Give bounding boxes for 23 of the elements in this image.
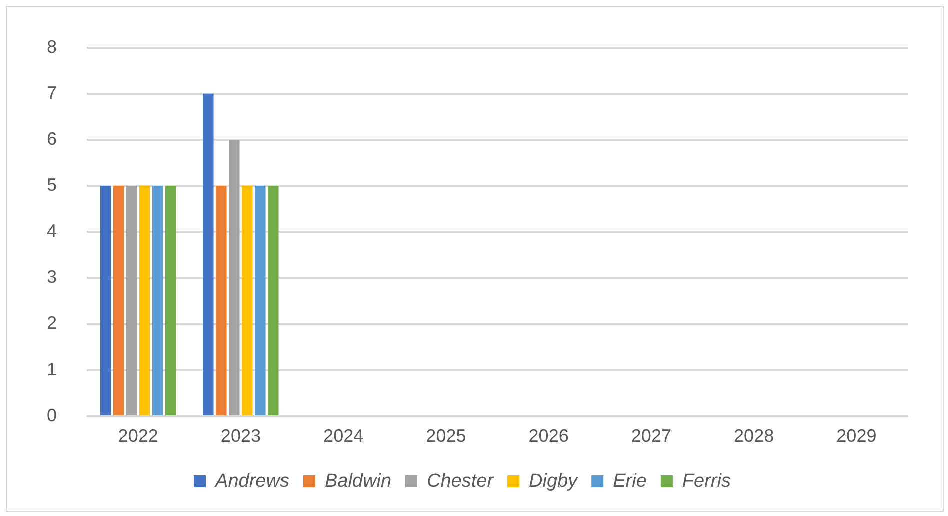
legend-label: Digby bbox=[529, 470, 580, 492]
y-tick-label: 8 bbox=[46, 36, 58, 57]
y-tick-label: 1 bbox=[46, 359, 58, 380]
legend-label: Chester bbox=[427, 470, 494, 492]
y-tick-label: 0 bbox=[46, 405, 58, 426]
x-tick-label: 2027 bbox=[631, 426, 672, 446]
x-tick-label: 2028 bbox=[734, 426, 774, 446]
x-tick-label: 2025 bbox=[426, 426, 466, 446]
y-tick-label: 3 bbox=[46, 267, 58, 288]
legend-label: Andrews bbox=[214, 470, 290, 492]
y-tick-label: 7 bbox=[46, 82, 58, 103]
y-tick-label: 2 bbox=[46, 313, 58, 334]
x-tick-label: 2023 bbox=[220, 426, 261, 446]
legend-label: Baldwin bbox=[324, 470, 392, 492]
y-tick-label: 5 bbox=[46, 174, 58, 195]
y-tick-label: 4 bbox=[46, 221, 58, 242]
y-tick-label: 6 bbox=[46, 128, 58, 149]
x-tick-label: 2024 bbox=[324, 426, 364, 446]
x-tick-label: 2026 bbox=[528, 426, 569, 446]
x-tick-label: 2022 bbox=[118, 426, 158, 446]
legend-label: Erie bbox=[613, 470, 647, 492]
x-tick-label: 2029 bbox=[836, 426, 877, 446]
legend-label: Ferris bbox=[682, 470, 732, 492]
